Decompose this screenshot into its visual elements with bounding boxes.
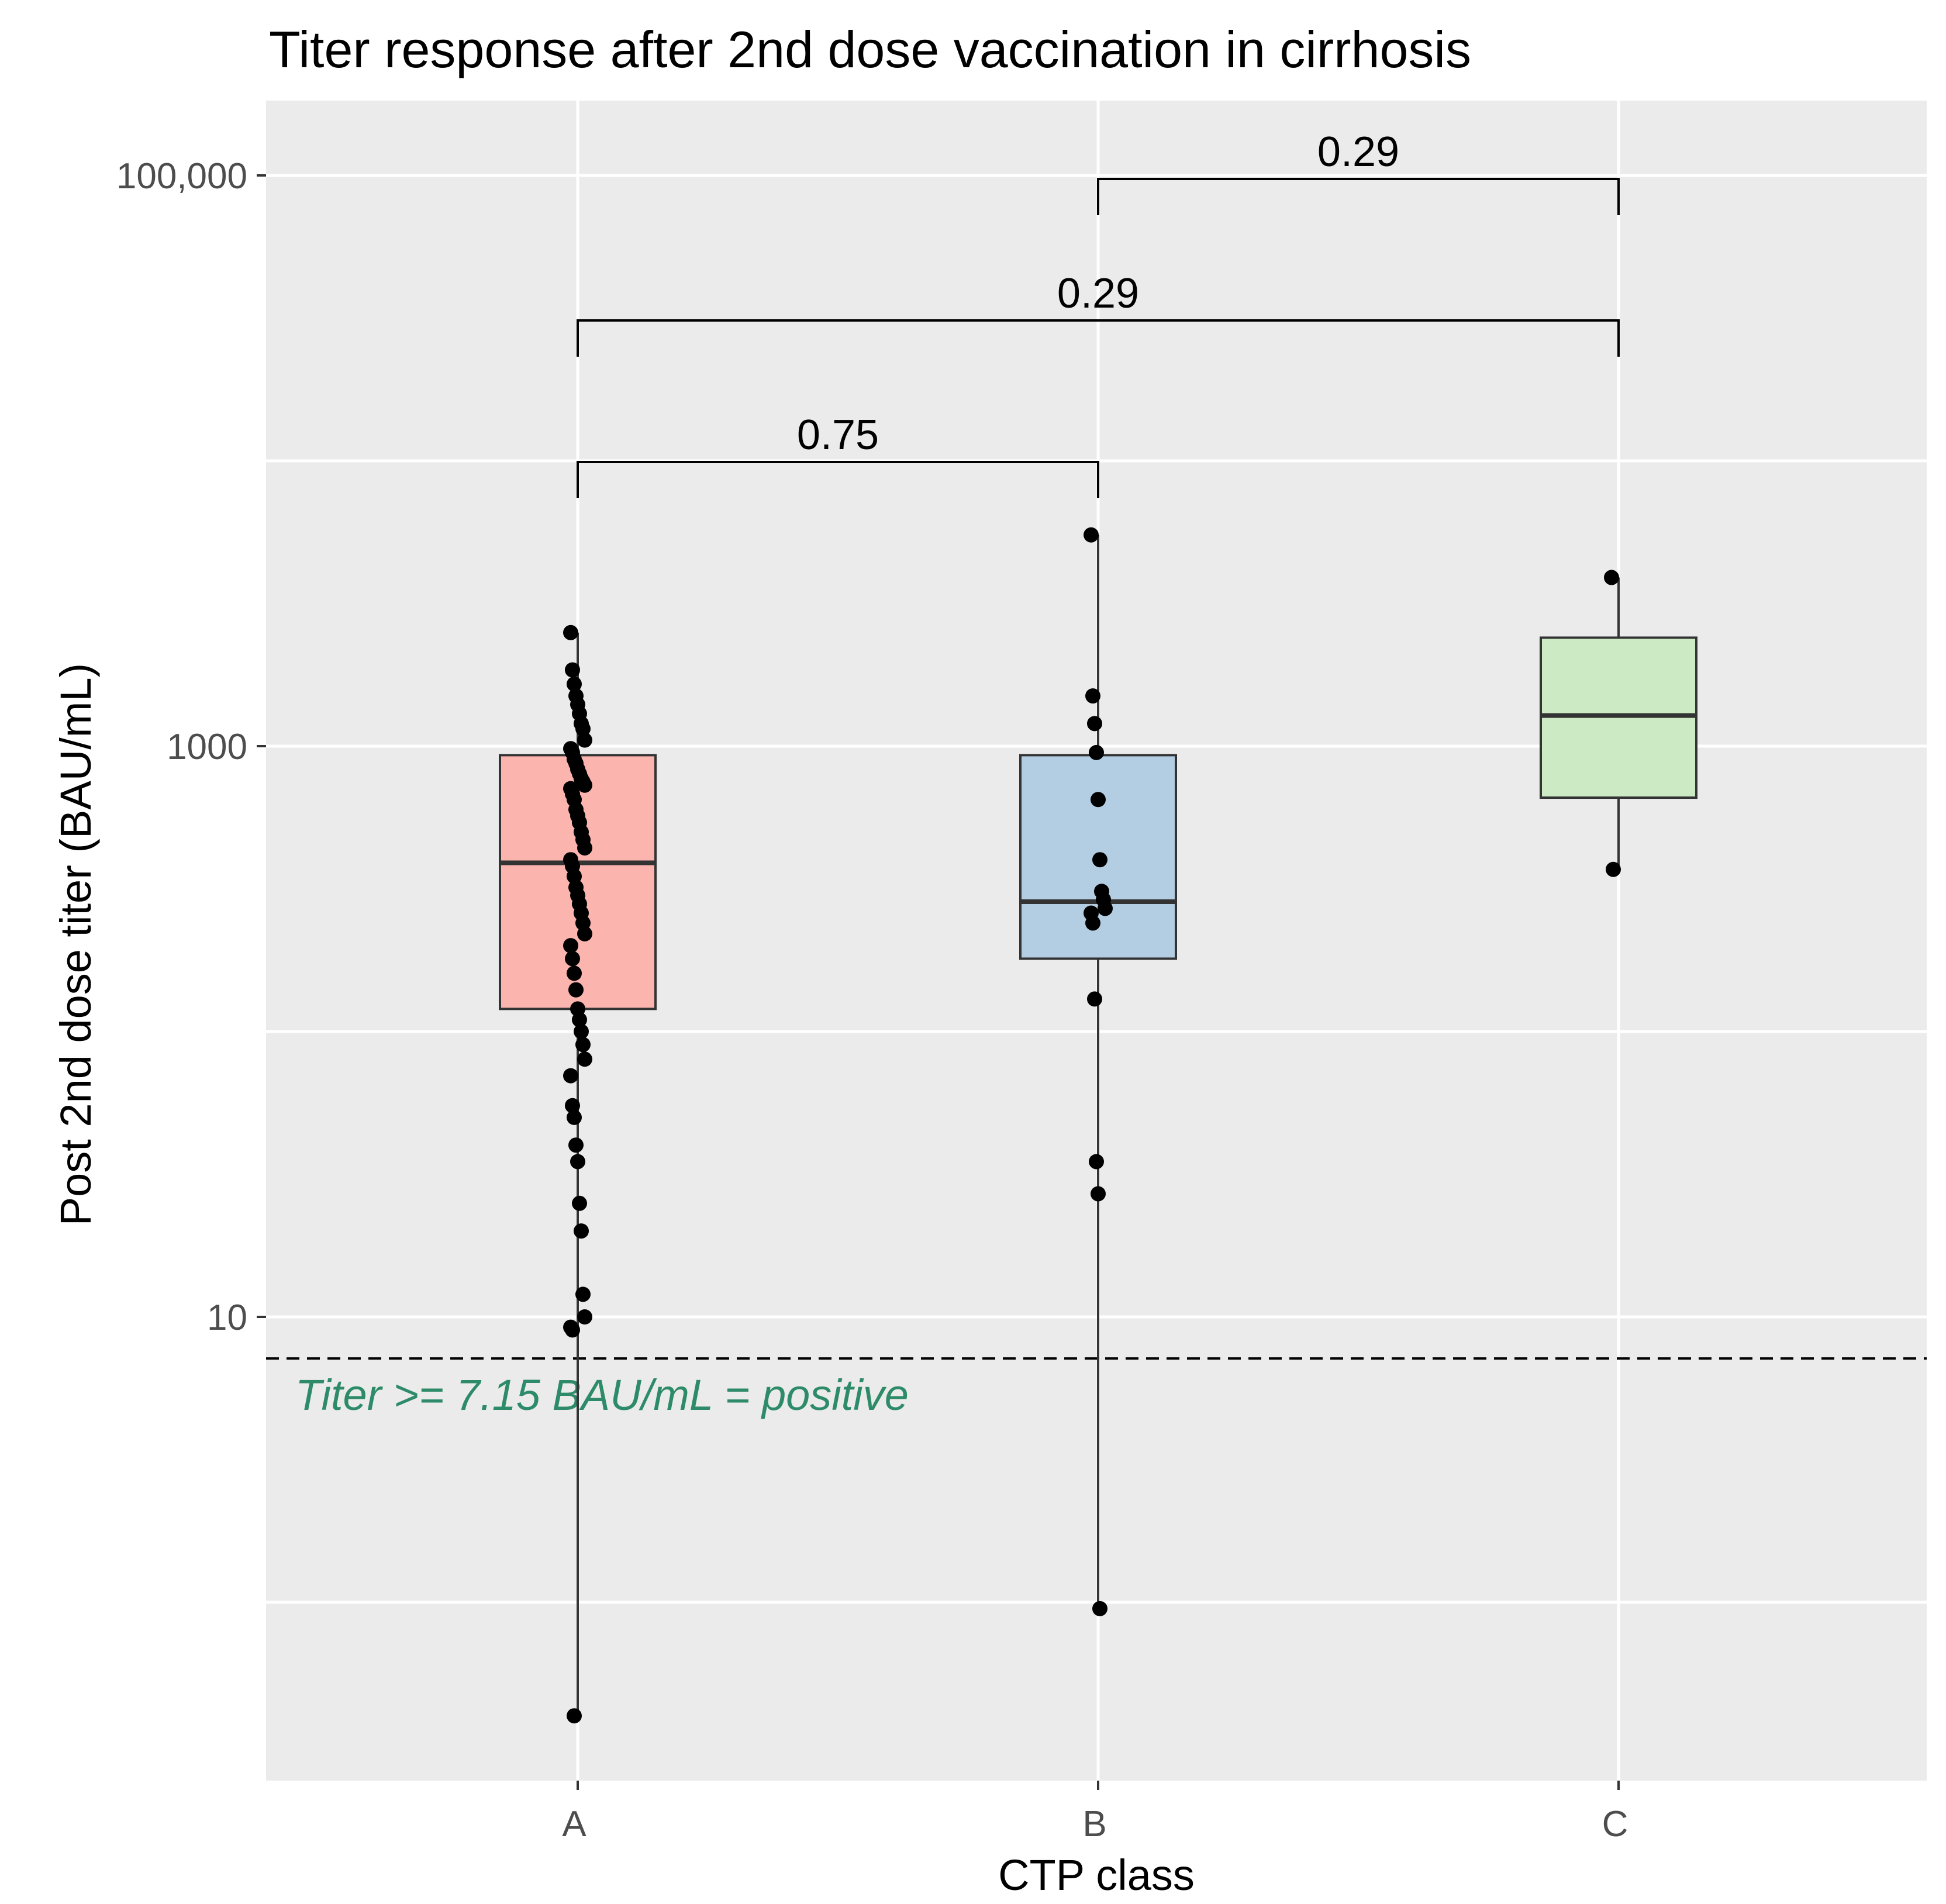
p-value-label: 0.29 xyxy=(1057,270,1139,317)
data-points xyxy=(563,527,1621,1724)
data-point xyxy=(1604,570,1619,585)
data-point xyxy=(563,938,578,954)
data-point xyxy=(567,965,582,981)
data-point xyxy=(565,662,580,678)
y-axis-title: Post 2nd dose titer (BAU/mL) xyxy=(51,663,100,1226)
data-point xyxy=(577,926,592,941)
data-point xyxy=(565,1322,580,1338)
comparison-bracket xyxy=(577,319,1620,357)
data-point xyxy=(1087,991,1102,1007)
chart-title: Titer response after 2nd dose vaccinatio… xyxy=(269,20,1471,78)
data-point xyxy=(1092,852,1107,868)
axes: 10 1000 100,000 A B C xyxy=(116,156,1628,1844)
threshold-line-group: Titer >= 7.15 BAU/mL = positive xyxy=(266,1357,1927,1419)
data-point xyxy=(574,1024,589,1039)
data-point xyxy=(565,1098,580,1113)
data-point xyxy=(1085,688,1100,704)
data-point xyxy=(568,982,584,998)
data-point xyxy=(577,1051,592,1067)
x-tick-label: B xyxy=(1082,1804,1106,1844)
data-point xyxy=(567,676,582,692)
p-value-label: 0.75 xyxy=(797,412,879,458)
p-value-label: 0.29 xyxy=(1317,129,1399,175)
data-point xyxy=(575,1286,591,1302)
data-point xyxy=(575,721,591,737)
comparison-brackets: 0.75 0.29 0.29 xyxy=(577,129,1620,498)
data-point xyxy=(577,732,592,748)
data-point xyxy=(574,1223,589,1239)
data-point xyxy=(1098,901,1113,916)
data-point xyxy=(1092,1601,1107,1616)
data-point xyxy=(1087,716,1102,732)
x-axis-title: CTP class xyxy=(998,1851,1195,1899)
data-point xyxy=(567,1708,582,1724)
x-tick-label: C xyxy=(1602,1804,1628,1844)
x-tick-label: A xyxy=(562,1804,586,1844)
data-point xyxy=(565,951,580,967)
data-point xyxy=(1084,527,1099,543)
data-point xyxy=(1606,861,1621,877)
data-point xyxy=(1089,1154,1104,1170)
data-point xyxy=(1089,744,1104,760)
data-point xyxy=(1085,915,1100,931)
data-point xyxy=(577,777,592,793)
data-point xyxy=(563,1068,578,1084)
data-point xyxy=(570,1154,585,1170)
data-point xyxy=(568,1137,584,1153)
comparison-bracket xyxy=(1097,178,1620,215)
y-tick-label: 1000 xyxy=(167,727,247,767)
data-point xyxy=(577,1309,592,1324)
y-tick-label: 10 xyxy=(207,1298,247,1338)
data-point xyxy=(563,625,578,640)
data-point xyxy=(567,1109,582,1125)
data-point xyxy=(575,1037,591,1053)
data-point xyxy=(1091,1186,1106,1202)
data-point xyxy=(572,1195,587,1211)
data-point xyxy=(572,1012,587,1027)
comparison-bracket xyxy=(577,461,1099,498)
threshold-label: Titer >= 7.15 BAU/mL = positive xyxy=(295,1371,909,1419)
data-point xyxy=(577,840,592,856)
y-tick-label: 100,000 xyxy=(116,156,247,196)
data-point xyxy=(1091,792,1106,808)
